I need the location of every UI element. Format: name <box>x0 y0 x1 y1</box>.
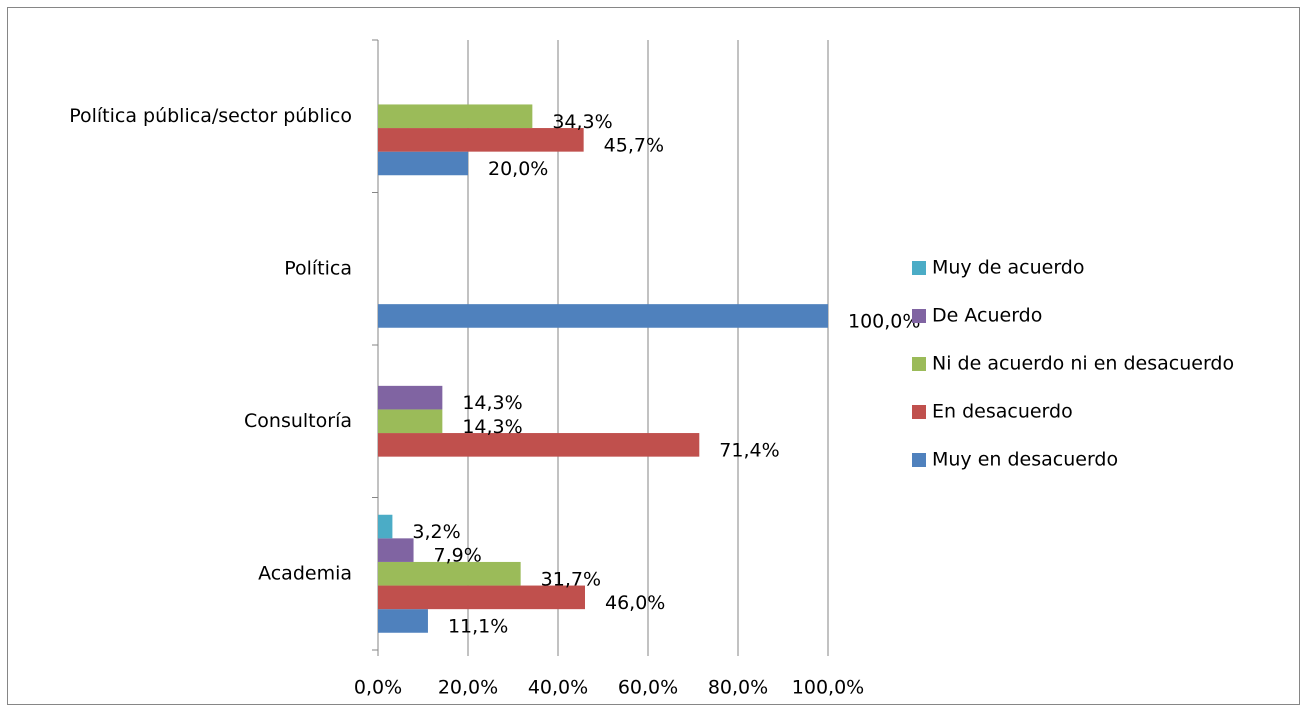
bar <box>378 151 468 176</box>
y-tick-label: Consultoría <box>244 410 352 432</box>
bar <box>378 128 584 152</box>
legend-swatch <box>912 405 926 419</box>
data-label: 45,7% <box>604 134 664 156</box>
data-label: 34,3% <box>552 111 612 133</box>
x-tick-label: 20,0% <box>438 677 498 699</box>
y-tick-label: Academia <box>258 562 352 584</box>
bar <box>378 514 393 539</box>
bar <box>378 561 521 586</box>
x-tick-label: 80,0% <box>708 677 768 699</box>
data-label: 46,0% <box>605 592 665 614</box>
bar <box>378 104 533 129</box>
y-tick-label: Política pública/sector público <box>69 105 352 127</box>
legend-swatch <box>912 309 926 323</box>
legend-label: Muy de acuerdo <box>932 257 1085 279</box>
x-tick-label: 60,0% <box>618 677 678 699</box>
x-tick-label: 0,0% <box>354 677 402 699</box>
legend-label: En desacuerdo <box>932 401 1073 423</box>
bar <box>378 304 828 328</box>
data-label: 71,4% <box>719 439 779 461</box>
data-label: 14,3% <box>462 416 522 438</box>
x-tick-label: 40,0% <box>528 677 588 699</box>
data-label: 7,9% <box>434 545 482 567</box>
legend-swatch <box>912 261 926 275</box>
bar <box>378 609 428 633</box>
data-label: 100,0% <box>848 310 920 332</box>
bar <box>378 538 414 562</box>
legend-label: Ni de acuerdo ni en desacuerdo <box>932 353 1234 375</box>
data-label: 14,3% <box>462 392 522 414</box>
data-label: 11,1% <box>448 615 508 637</box>
chart-frame <box>7 7 1300 705</box>
y-tick-label: Política <box>284 257 352 279</box>
bar <box>378 433 700 457</box>
bar <box>378 385 443 410</box>
data-label: 20,0% <box>488 158 548 180</box>
legend-swatch <box>912 453 926 467</box>
legend-swatch <box>912 357 926 371</box>
bar <box>378 585 585 610</box>
bar <box>378 409 443 434</box>
data-label: 3,2% <box>412 521 460 543</box>
data-label: 31,7% <box>541 568 601 590</box>
legend-label: De Acuerdo <box>932 305 1042 327</box>
legend-label: Muy en desacuerdo <box>932 449 1118 471</box>
x-tick-label: 100,0% <box>792 677 864 699</box>
